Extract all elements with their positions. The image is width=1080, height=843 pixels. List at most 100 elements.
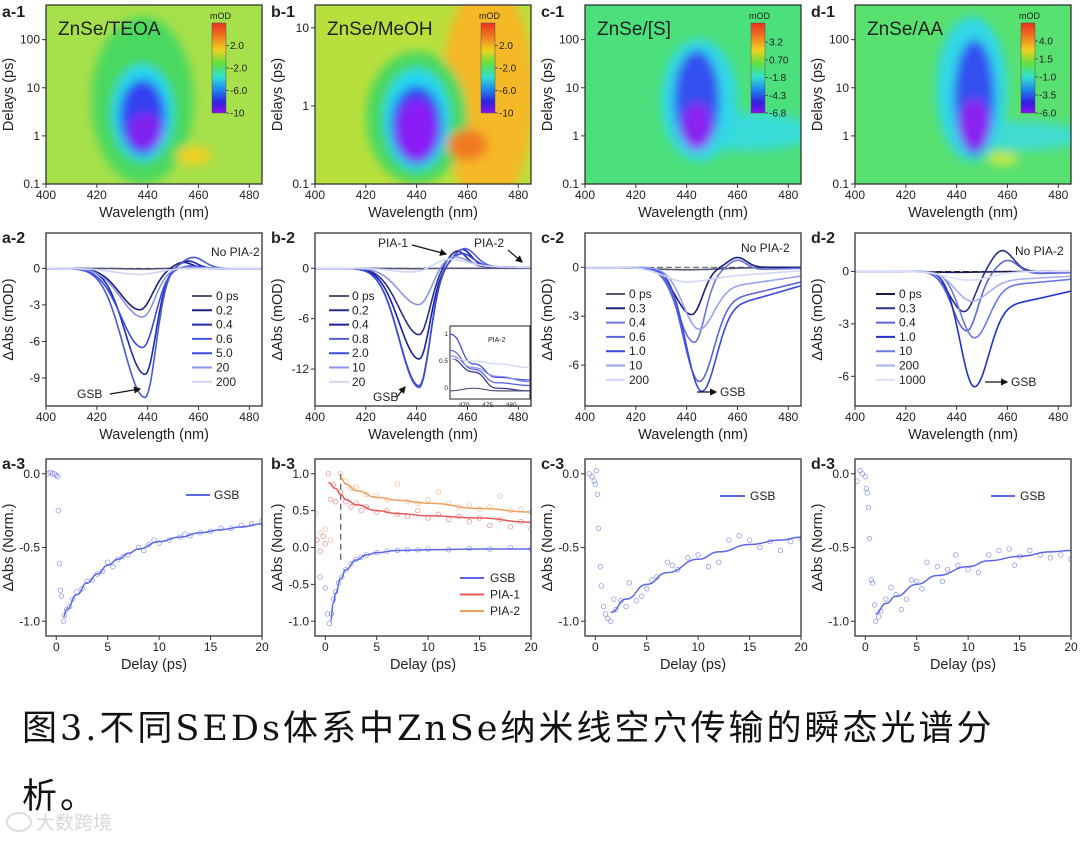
- y-tick-label: 0: [572, 260, 579, 274]
- legend-label: 1000: [899, 373, 926, 387]
- watermark: 大数跨境: [6, 808, 112, 835]
- y-axis-title: ΔAbs (mOD): [540, 278, 556, 360]
- data-point: [595, 525, 602, 531]
- data-point: [866, 536, 873, 542]
- data-point: [325, 471, 332, 477]
- fit-line: [610, 536, 801, 614]
- legend-label: 0.3: [899, 301, 916, 315]
- legend-label: 2.0: [352, 346, 369, 360]
- data-point: [716, 559, 722, 565]
- data-point: [863, 485, 869, 492]
- legend-label: 10: [352, 361, 366, 375]
- heatmap-feature: [127, 112, 163, 151]
- y-axis-title: Delays (ps): [540, 58, 556, 131]
- colorbar-label: 1.5: [1039, 55, 1053, 66]
- data-point: [868, 577, 875, 583]
- plot-frame: [45, 4, 263, 185]
- plot-frame: [45, 232, 263, 407]
- spectrum-line: [855, 249, 1071, 313]
- x-tick-label: 460: [727, 188, 747, 202]
- plot-frame: [584, 4, 802, 185]
- y-tick-label: 0: [842, 264, 849, 278]
- legend-label: 10: [629, 359, 643, 373]
- x-tick-label: 440: [407, 188, 427, 202]
- data-point: [669, 562, 676, 568]
- data-point: [238, 522, 245, 529]
- data-point: [374, 509, 380, 515]
- annotation-arrow: [109, 386, 142, 395]
- x-tick-label: 5: [104, 640, 111, 654]
- y-tick-label: -0.5: [558, 541, 579, 555]
- data-point: [322, 585, 328, 591]
- x-tick-label: 400: [845, 188, 865, 202]
- y-tick-label: -3: [838, 317, 849, 331]
- colorbar-label: -1.0: [1039, 73, 1057, 84]
- x-tick-label: 420: [87, 188, 107, 202]
- inset-title: PIA-2: [488, 337, 506, 344]
- legend-label: 0.6: [629, 330, 646, 344]
- annotation-label: No PIA-2: [211, 245, 260, 259]
- y-tick-label: -0.5: [19, 541, 40, 555]
- x-tick-label: 400: [36, 188, 56, 202]
- x-tick-label: 400: [305, 188, 325, 202]
- data-point: [859, 471, 865, 477]
- x-tick-label: 20: [524, 640, 538, 654]
- y-tick-label: -1.0: [558, 614, 579, 628]
- colorbar-title: mOD: [210, 11, 231, 21]
- x-tick-label: 420: [356, 410, 376, 424]
- annotation-label: No PIA-2: [741, 241, 790, 255]
- data-point: [348, 485, 354, 492]
- legend-label: GSB: [1020, 489, 1045, 503]
- plot-frame: [314, 232, 532, 407]
- data-point: [876, 614, 882, 620]
- x-tick-label: 20: [1064, 640, 1078, 654]
- x-tick-label: 480: [508, 410, 528, 424]
- data-point: [611, 596, 617, 602]
- x-tick-label: 15: [1013, 640, 1027, 654]
- y-tick-label: 0.0: [23, 467, 40, 481]
- y-tick-label: -3: [29, 298, 40, 312]
- heatmap-features: [936, 16, 1071, 165]
- x-tick-label: 440: [138, 188, 158, 202]
- panel-label: c-1: [541, 4, 564, 21]
- x-tick-label: 5: [643, 640, 650, 654]
- x-tick-label: 420: [356, 188, 376, 202]
- data-point: [466, 502, 472, 508]
- data-point: [507, 544, 514, 551]
- spectrum-line: [46, 267, 262, 276]
- data-point: [320, 533, 326, 540]
- x-axis-title: Delay (ps): [660, 657, 726, 673]
- panel-c-1: ZnSe/[S] mOD 3.2 0.70 -1.8 -4.3 -6.8 400 420 440 4…: [540, 4, 802, 221]
- data-point: [322, 541, 328, 547]
- data-point: [135, 544, 142, 551]
- y-tick-label: -0.5: [288, 577, 309, 591]
- x-tick-label: 400: [845, 410, 865, 424]
- data-point: [55, 474, 61, 480]
- heatmap-features: [91, 16, 212, 184]
- data-point: [317, 574, 323, 580]
- y-tick-label: -6: [29, 334, 40, 348]
- panel-b-1: ZnSe/MeOH mOD 2.0 -2.0 -6.0 -10 400 420 440 460 48…: [270, 4, 532, 221]
- data-point: [518, 506, 524, 512]
- plot-area: [46, 256, 262, 399]
- plot-frame: [854, 458, 1072, 637]
- legend-label: GSB: [750, 489, 775, 503]
- x-tick-label: 420: [626, 188, 646, 202]
- plot-area: [586, 468, 801, 624]
- legend-label: PIA-1: [490, 588, 520, 602]
- colorbar-label: -10: [230, 109, 245, 120]
- legend-label: 1.0: [899, 330, 916, 344]
- data-point: [888, 584, 894, 590]
- colorbar: [211, 22, 227, 114]
- data-point: [591, 478, 597, 484]
- y-tick-label: 100: [559, 33, 579, 47]
- x-tick-label: 480: [239, 410, 259, 424]
- annotation-arrow: [411, 244, 448, 256]
- figure-caption-line-2: 析。: [22, 777, 99, 817]
- legend-label: 0 ps: [352, 289, 375, 303]
- plot-frame: [584, 232, 802, 407]
- data-point: [327, 537, 334, 543]
- data-point: [317, 530, 323, 536]
- plot-area: [46, 469, 262, 624]
